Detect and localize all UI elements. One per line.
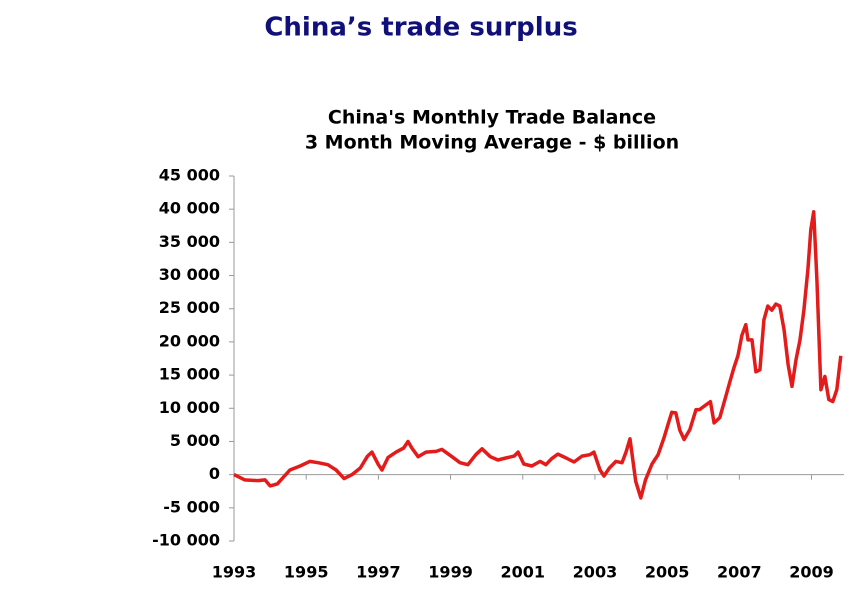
y-tick-label: -10 000 — [152, 531, 220, 550]
x-tick-label: 2005 — [645, 563, 690, 582]
y-tick-label: 30 000 — [159, 265, 220, 284]
y-tick-label: 20 000 — [159, 331, 220, 350]
x-tick-label: 2001 — [500, 563, 545, 582]
x-tick-label: 1995 — [284, 563, 329, 582]
slide-title: China’s trade surplus — [264, 13, 577, 43]
x-tick-label: 1997 — [356, 563, 401, 582]
y-tick-label: 5 000 — [170, 431, 220, 450]
y-tick-label: 40 000 — [159, 199, 220, 218]
y-tick-label: 0 — [209, 464, 220, 483]
x-tick-label: 1999 — [428, 563, 473, 582]
series-line — [233, 210, 843, 500]
x-tick-label: 2009 — [789, 563, 834, 582]
chart-title: China's Monthly Trade Balance — [328, 107, 656, 129]
chart-subtitle: 3 Month Moving Average - $ billion — [305, 132, 679, 154]
y-tick-label: 35 000 — [159, 232, 220, 251]
y-tick-label: 15 000 — [159, 365, 220, 384]
y-tick-label: 25 000 — [159, 298, 220, 317]
x-tick-label: 2007 — [717, 563, 762, 582]
x-tick-label: 1993 — [212, 563, 257, 582]
y-tick-label: 45 000 — [159, 166, 220, 185]
y-tick-label: 10 000 — [159, 398, 220, 417]
x-tick-label: 2003 — [573, 563, 618, 582]
y-tick-label: -5 000 — [163, 497, 220, 516]
